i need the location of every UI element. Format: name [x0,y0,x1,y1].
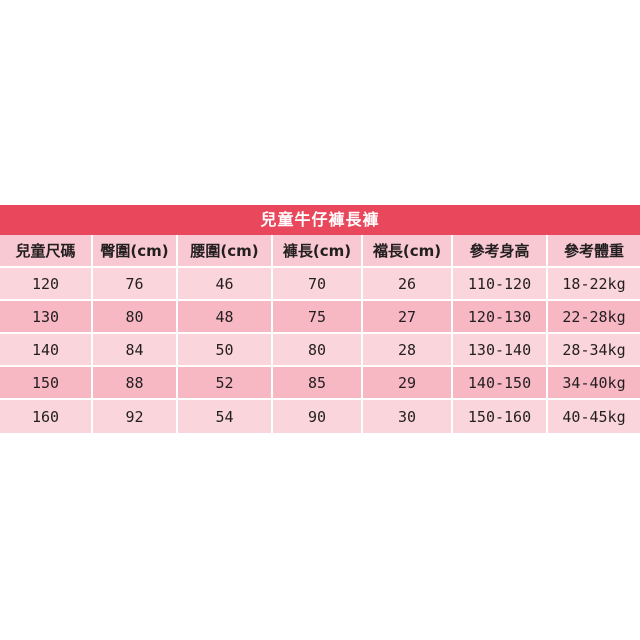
column-header-rise-length: 襠長(cm) [363,235,453,268]
cell-waist: 46 [178,268,273,301]
column-header-hip: 臀圍(cm) [93,235,178,268]
cell-height: 150-160 [453,400,548,433]
cell-weight: 34-40kg [548,367,640,400]
cell-rise-length: 30 [363,400,453,433]
cell-hip: 92 [93,400,178,433]
column-header-height: 參考身高 [453,235,548,268]
cell-waist: 50 [178,334,273,367]
cell-pant-length: 80 [273,334,363,367]
cell-pant-length: 85 [273,367,363,400]
cell-rise-length: 29 [363,367,453,400]
cell-waist: 48 [178,301,273,334]
column-header-pant-length: 褲長(cm) [273,235,363,268]
cell-hip: 76 [93,268,178,301]
cell-hip: 84 [93,334,178,367]
cell-waist: 54 [178,400,273,433]
cell-pant-length: 75 [273,301,363,334]
table-row: 120 76 46 70 26 110-120 18-22kg [0,268,640,301]
cell-weight: 22-28kg [548,301,640,334]
cell-height: 120-130 [453,301,548,334]
cell-pant-length: 90 [273,400,363,433]
cell-rise-length: 28 [363,334,453,367]
cell-weight: 28-34kg [548,334,640,367]
table-header-row: 兒童尺碼 臀圍(cm) 腰圍(cm) 褲長(cm) 襠長(cm) 參考身高 參考… [0,235,640,268]
table-row: 140 84 50 80 28 130-140 28-34kg [0,334,640,367]
table-body: 120 76 46 70 26 110-120 18-22kg 130 80 4… [0,268,640,433]
column-header-waist: 腰圍(cm) [178,235,273,268]
cell-waist: 52 [178,367,273,400]
table-row: 150 88 52 85 29 140-150 34-40kg [0,367,640,400]
table-row: 160 92 54 90 30 150-160 40-45kg [0,400,640,433]
cell-hip: 88 [93,367,178,400]
cell-height: 140-150 [453,367,548,400]
table-header: 兒童尺碼 臀圍(cm) 腰圍(cm) 褲長(cm) 襠長(cm) 參考身高 參考… [0,235,640,268]
cell-size: 130 [0,301,93,334]
page-title: 兒童牛仔褲長褲 [0,205,640,235]
cell-size: 140 [0,334,93,367]
cell-hip: 80 [93,301,178,334]
cell-weight: 40-45kg [548,400,640,433]
cell-weight: 18-22kg [548,268,640,301]
cell-rise-length: 27 [363,301,453,334]
size-table: 兒童尺碼 臀圍(cm) 腰圍(cm) 褲長(cm) 襠長(cm) 參考身高 參考… [0,235,640,433]
cell-height: 110-120 [453,268,548,301]
column-header-weight: 參考體重 [548,235,640,268]
cell-size: 160 [0,400,93,433]
cell-size: 150 [0,367,93,400]
table-row: 130 80 48 75 27 120-130 22-28kg [0,301,640,334]
cell-height: 130-140 [453,334,548,367]
column-header-size: 兒童尺碼 [0,235,93,268]
cell-rise-length: 26 [363,268,453,301]
cell-size: 120 [0,268,93,301]
cell-pant-length: 70 [273,268,363,301]
size-chart: 兒童牛仔褲長褲 兒童尺碼 臀圍(cm) 腰圍(cm) 褲長(cm) 襠長(cm)… [0,205,640,433]
